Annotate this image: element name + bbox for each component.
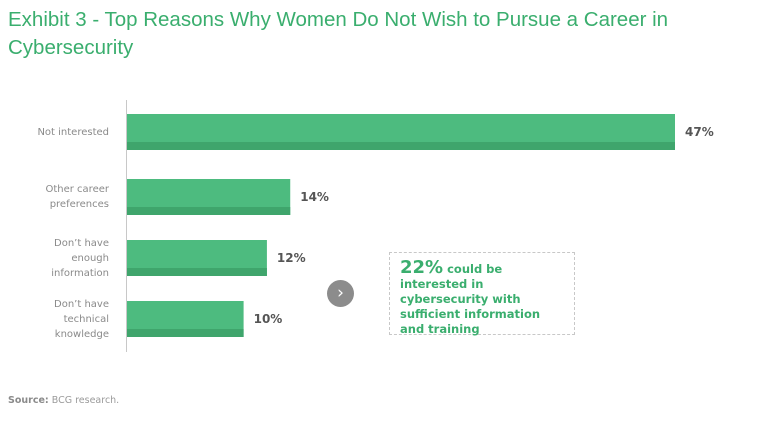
value-label: 10% — [254, 312, 283, 326]
category-label-line: Don’t have — [54, 298, 109, 310]
source-text: BCG research. — [48, 395, 120, 406]
category-label: Not interested — [37, 125, 109, 140]
category-label-line: Not interested — [37, 126, 109, 138]
category-label-line: information — [51, 267, 109, 279]
category-label-line: knowledge — [54, 328, 109, 340]
category-label-line: Other career — [45, 184, 109, 195]
callout-highlight: 22% — [400, 257, 444, 278]
category-label: Other career preferences — [45, 182, 109, 212]
source-note: Source: BCG research. — [8, 395, 119, 406]
bar-shadow — [127, 207, 291, 215]
category-label-line: preferences — [49, 199, 109, 210]
category-label: Don’t have enough information — [51, 236, 109, 281]
value-label: 12% — [277, 251, 306, 265]
chevron-right-icon: › — [337, 283, 344, 303]
category-label-line: enough — [71, 252, 109, 264]
bar-shadow — [127, 329, 244, 337]
category-label-line: technical — [63, 313, 109, 325]
next-button[interactable]: › — [327, 280, 354, 307]
callout-box: 22% could be interested in cybersecurity… — [389, 252, 575, 336]
value-label: 47% — [685, 125, 714, 139]
category-label: Don’t have technical knowledge — [54, 297, 109, 342]
value-label: 14% — [300, 190, 329, 204]
bar-shadow — [127, 142, 675, 150]
chart-title: Exhibit 3 - Top Reasons Why Women Do Not… — [8, 8, 669, 59]
callout-text: could be interested in cybersecurity wit… — [400, 262, 541, 336]
category-label-line: Don’t have — [54, 237, 109, 249]
source-label: Source: — [8, 395, 49, 406]
bar-shadow — [127, 268, 267, 276]
